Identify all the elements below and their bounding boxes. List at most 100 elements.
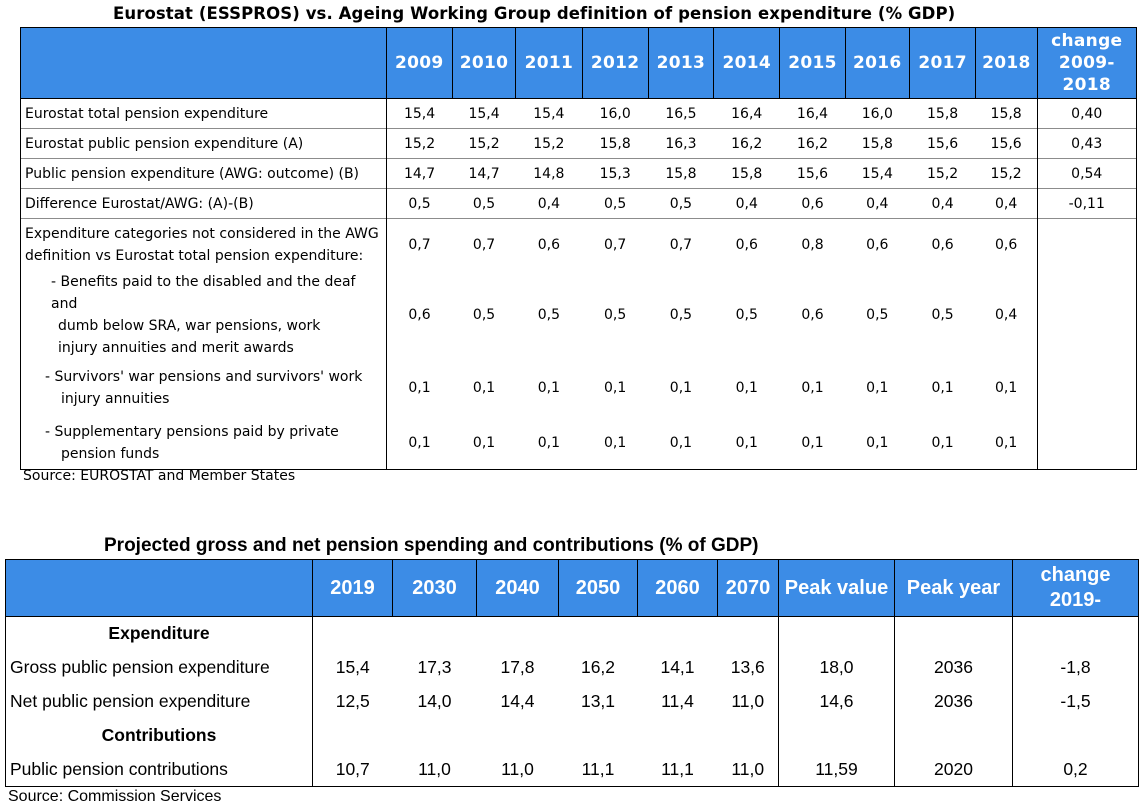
value-cell: 15,2 [975,158,1038,189]
value-cell: 14,1 [660,657,695,678]
value-cell: 0,1 [472,379,496,396]
value-cell: 0,1 [779,416,846,470]
value-cell: 15,8 [648,158,714,189]
table1-row: Public pension expenditure (AWG: outcome… [20,158,1137,189]
value-cell: 15,4 [515,98,582,129]
table1-year-header: 2017 [908,27,977,99]
empty-cell [559,617,638,651]
table1-year-header: 2012 [581,27,649,99]
value-cell: 16,4 [779,98,846,129]
peak-year-cell: 2020 [894,752,1013,787]
value-cell: 0,4 [515,188,582,219]
value-cell: 0,1 [735,379,758,396]
value-cell: 0,6 [713,218,780,271]
table2-year-header: 2030 [392,559,477,617]
value-cell: 0,6 [845,218,910,271]
empty-cell [894,616,1013,651]
empty-cell [778,616,895,651]
value-cell: 0,5 [472,306,496,323]
row-label: Eurostat public pension expenditure (A) [20,128,387,159]
value-cell: 16,0 [845,98,910,129]
table1-year-header: 2016 [844,27,910,99]
table2-year-header: 2040 [476,559,559,617]
change-header-line: 2018 [1062,75,1111,95]
table1-change-header: change 2009- 2018 [1036,27,1137,99]
breakdown-label-line: Expenditure categories not considered in… [25,225,379,242]
value-cell: 14,0 [417,690,452,711]
value-cell: 12,5 [335,690,370,711]
change-cell [1036,358,1137,417]
peak-value-cell: 11,59 [778,752,895,787]
value-cell: 0,6 [408,306,431,323]
value-cell: 0,1 [845,416,910,470]
change-cell: -0,11 [1036,188,1137,219]
row-label: Public pension expenditure (AWG: outcome… [20,158,387,189]
value-cell: 0,4 [975,188,1038,219]
change-cell: 0,43 [1036,128,1137,159]
value-cell: 15,6 [975,128,1038,159]
value-cell: 15,8 [975,98,1038,129]
value-cell: 0,5 [931,306,954,323]
value-cell: 11,4 [661,690,694,711]
row-label: Gross public pension expenditure [5,650,313,685]
projected-pension-table: 2019 2030 2040 2050 2060 2070 Peak value… [5,559,1139,787]
empty-cell [313,718,393,752]
table2-year-header: 2070 [717,559,779,617]
empty-cell [778,718,895,753]
value-cell: 13,1 [580,690,616,711]
value-cell: 15,4 [452,98,516,129]
empty-cell [1012,718,1139,753]
table2-header-label-cell [5,559,313,617]
empty-cell [718,718,779,752]
value-cell: 0,5 [582,188,649,219]
value-cell: 16,5 [648,98,714,129]
table2-row: Public pension contributions 10,7 11,0 11,0… [5,752,1139,787]
value-cell: 13,6 [730,657,765,678]
value-cell: 0,1 [648,416,714,470]
peak-value-cell: 18,0 [778,650,895,685]
value-cell: 14,4 [500,690,535,711]
value-cell: 0,1 [866,379,889,396]
change-header-line: 2019- [1049,589,1102,611]
table1-year-header: 2009 [385,27,453,99]
value-cell: 0,1 [582,416,649,470]
empty-cell [638,718,718,752]
value-cell: 0,1 [975,416,1038,470]
table1-year-header: 2011 [515,27,583,99]
value-cell: 0,7 [648,218,714,271]
value-cell: 11,0 [392,752,477,787]
empty-cell [718,617,779,651]
value-cell: 0,1 [909,416,976,470]
peak-year-cell: 2036 [894,650,1013,685]
value-cell: 0,8 [779,218,846,271]
value-cell: 0,4 [909,188,976,219]
table1-title: Eurostat (ESSPROS) vs. Ageing Working Gr… [113,4,956,23]
value-cell: 0,1 [931,379,954,396]
empty-cell [559,718,638,752]
value-cell: 14,8 [515,158,582,189]
value-cell: 15,4 [386,98,453,129]
value-cell: 0,5 [648,188,714,219]
value-cell: 0,6 [779,188,846,219]
value-cell: 11,0 [476,752,559,787]
value-cell: 15,4 [845,158,910,189]
table1-breakdown-row: - Benefits paid to the disabled and the … [20,270,1137,359]
breakdown-label-line: definition vs Eurostat total pension exp… [25,247,364,264]
value-cell: 0,6 [801,306,824,323]
value-cell: 14,7 [452,158,516,189]
breakdown-label: - Benefits paid to the disabled and the … [20,270,387,359]
value-cell: 15,8 [845,128,910,159]
peak-year-header: Peak year [894,559,1013,617]
value-cell: 11,1 [558,752,638,787]
value-cell: 0,1 [713,416,780,470]
value-cell: 16,0 [582,98,649,129]
value-cell: 0,1 [386,416,453,470]
change-cell: 0,40 [1036,98,1137,129]
value-cell: 0,5 [386,188,453,219]
row-label: Difference Eurostat/AWG: (A)-(B) [20,188,387,219]
section-heading: Contributions [5,718,313,753]
change-cell [1036,218,1137,271]
value-cell: 0,5 [452,188,516,219]
peak-value-header: Peak value [778,559,895,617]
table2-source: Source: Commission Services [8,788,222,805]
